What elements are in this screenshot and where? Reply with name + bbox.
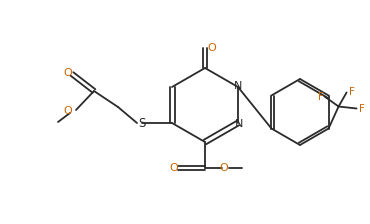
Text: S: S [138,116,146,129]
Text: N: N [234,81,242,91]
Text: O: O [63,106,72,116]
Text: N: N [235,119,243,129]
Text: O: O [169,163,178,173]
Text: F: F [359,103,364,114]
Text: O: O [208,43,216,53]
Text: O: O [220,163,228,173]
Text: O: O [64,68,73,78]
Text: F: F [317,91,323,101]
Text: F: F [349,86,354,97]
